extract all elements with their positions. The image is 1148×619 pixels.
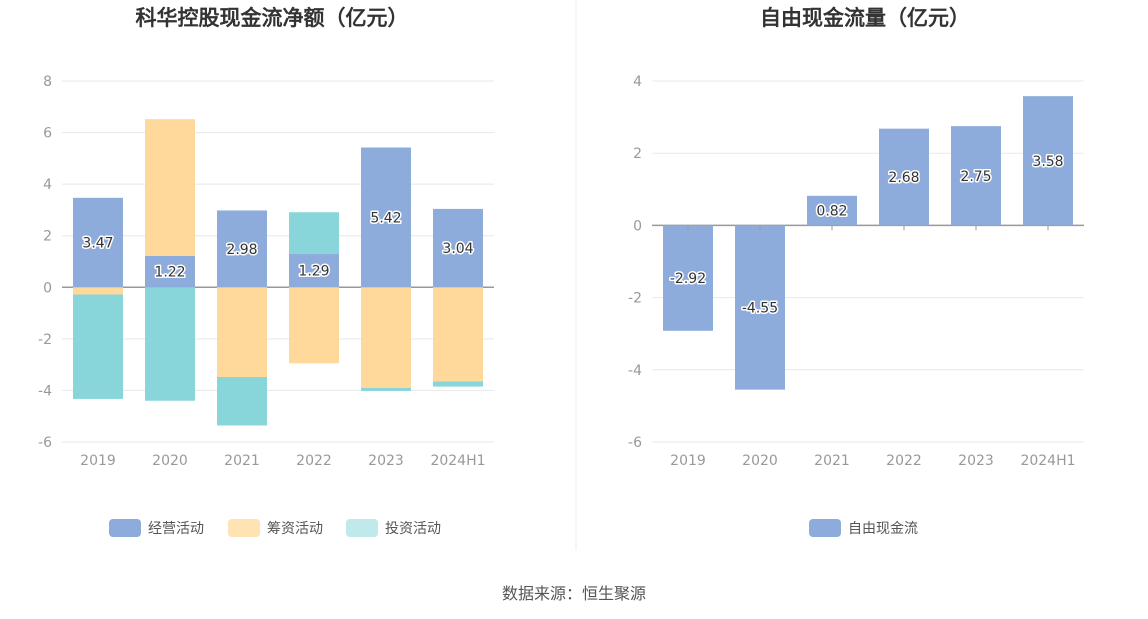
- y-tick-label: 4: [43, 177, 52, 193]
- data-label: 2.68: [888, 170, 919, 186]
- bar: [1023, 96, 1073, 226]
- free-cashflow-chart: 自由现金流量（亿元） 4 2 0 -2 -4 -6 2019 2020 2021 2022 2023 2…: [628, 6, 1084, 537]
- y-tick-label: 0: [633, 218, 642, 234]
- bar: [217, 377, 267, 426]
- bar: [361, 387, 411, 391]
- legend-label: 经营活动: [148, 521, 204, 537]
- cashflow-net-chart: 科华控股现金流净额（亿元） 8 6 4 2 0 -2 -4 -6 2019 2020 2021 2022…: [38, 6, 494, 537]
- y-tick-label: -6: [628, 435, 642, 451]
- bar: [289, 287, 339, 364]
- data-label: -4.55: [742, 301, 778, 317]
- bar: [433, 208, 483, 288]
- x-tick-label: 2022: [296, 453, 332, 469]
- data-label: 2.75: [960, 169, 991, 185]
- data-label: 2.98: [226, 242, 257, 258]
- bar: [145, 255, 195, 288]
- bar: [663, 225, 713, 331]
- bar: [807, 195, 857, 226]
- legend-swatch: [109, 519, 141, 537]
- data-label: 3.58: [1032, 154, 1063, 170]
- bar: [879, 128, 929, 226]
- y-tick-label: -6: [38, 435, 52, 451]
- bar: [361, 287, 411, 388]
- x-tick-label: 2024H1: [1020, 453, 1075, 469]
- bar: [433, 287, 483, 382]
- bar: [735, 225, 785, 390]
- y-tick-label: 8: [43, 74, 52, 90]
- data-label: 1.29: [298, 264, 329, 280]
- y-tick-label: 0: [43, 280, 52, 296]
- data-label: 0.82: [816, 204, 847, 220]
- x-tick-label: 2021: [814, 453, 850, 469]
- legend-swatch: [228, 519, 260, 537]
- x-tick-label: 2020: [742, 453, 778, 469]
- legend-swatch: [809, 519, 841, 537]
- x-tick-label: 2024H1: [430, 453, 485, 469]
- data-label: 3.04: [442, 241, 473, 257]
- data-label: 5.42: [370, 210, 401, 226]
- y-tick-label: -2: [38, 332, 52, 348]
- bar: [433, 381, 483, 387]
- bar: [217, 210, 267, 288]
- chart-title: 自由现金流量（亿元）: [760, 6, 970, 30]
- bar: [73, 294, 123, 399]
- x-tick-label: 2023: [368, 453, 404, 469]
- bar: [289, 254, 339, 288]
- x-tick-label: 2021: [224, 453, 260, 469]
- source-note: 数据来源：恒生聚源: [502, 584, 646, 603]
- y-tick-label: -2: [628, 291, 642, 307]
- x-tick-label: 2019: [80, 453, 116, 469]
- y-tick-label: 4: [633, 74, 642, 90]
- x-tick-label: 2022: [886, 453, 922, 469]
- bar: [145, 119, 195, 256]
- y-tick-label: 2: [43, 229, 52, 245]
- x-tick-label: 2020: [152, 453, 188, 469]
- bar: [145, 287, 195, 401]
- legend-swatch: [346, 519, 378, 537]
- legend-label: 自由现金流: [848, 521, 918, 537]
- bar: [361, 147, 411, 288]
- data-label: 3.47: [82, 236, 113, 252]
- data-label: 1.22: [154, 265, 185, 281]
- x-tick-label: 2023: [958, 453, 994, 469]
- y-tick-label: -4: [628, 363, 642, 379]
- y-tick-label: 6: [43, 126, 52, 142]
- bar: [73, 197, 123, 288]
- bar: [289, 212, 339, 255]
- x-tick-label: 2019: [670, 453, 706, 469]
- chart-title: 科华控股现金流净额（亿元）: [136, 6, 409, 30]
- bar: [217, 287, 267, 378]
- bar: [951, 126, 1001, 226]
- y-tick-label: -4: [38, 383, 52, 399]
- legend-label: 筹资活动: [267, 520, 323, 537]
- bar: [73, 287, 123, 295]
- y-tick-label: 2: [633, 146, 642, 162]
- legend-label: 投资活动: [385, 521, 441, 537]
- data-label: -2.92: [670, 271, 706, 287]
